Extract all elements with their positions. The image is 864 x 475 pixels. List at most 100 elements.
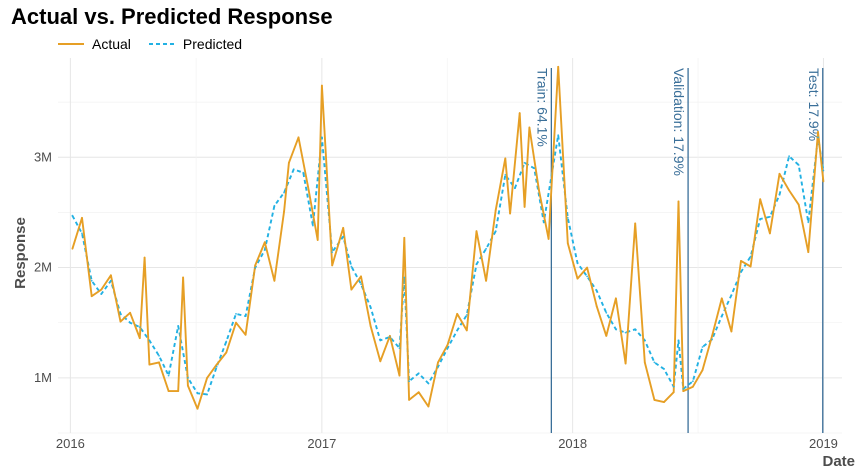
data-point-actual (566, 242, 569, 245)
data-point-predicted (456, 329, 459, 332)
data-point-actual (244, 333, 247, 336)
data-point-predicted (692, 380, 694, 383)
data-point-actual (427, 405, 430, 408)
data-point-predicted (177, 325, 180, 327)
data-point-actual (446, 343, 449, 346)
data-point-actual (797, 203, 800, 206)
data-point-actual (342, 227, 345, 229)
data-point-actual (523, 206, 526, 208)
series-line-predicted (71, 134, 825, 396)
data-point-predicted (465, 314, 468, 316)
data-point-actual (167, 390, 170, 392)
data-point-actual (225, 351, 228, 354)
data-point-predicted (624, 331, 627, 334)
data-point-predicted (595, 289, 598, 292)
data-point-predicted (119, 313, 122, 315)
data-point-predicted (235, 313, 237, 315)
data-point-actual (643, 361, 646, 364)
data-point-actual (557, 65, 560, 68)
data-point-predicted (437, 365, 439, 368)
data-point-actual (528, 126, 531, 129)
data-point-predicted (244, 315, 247, 317)
data-point-actual (90, 295, 93, 298)
data-point-actual (494, 209, 497, 212)
data-point-predicted (263, 249, 266, 251)
data-point-predicted (653, 361, 656, 364)
data-point-actual (485, 279, 487, 282)
data-point-predicted (634, 328, 637, 331)
data-point-actual (417, 391, 420, 394)
data-point-predicted (504, 174, 507, 176)
data-point-predicted (215, 365, 218, 368)
data-point-actual (138, 337, 141, 339)
legend-label-predicted: Predicted (182, 36, 243, 52)
data-point-predicted (788, 155, 790, 158)
data-point-predicted (254, 266, 257, 269)
data-point-actual (408, 399, 410, 401)
legend-item-predicted: Predicted (148, 36, 243, 52)
data-point-predicted (360, 283, 362, 285)
data-point-predicted (350, 265, 353, 268)
data-point-predicted (797, 164, 800, 166)
data-point-actual (749, 265, 752, 268)
data-point-predicted (403, 276, 406, 279)
data-point-predicted (542, 221, 545, 224)
data-point-predicted (206, 393, 209, 396)
split-label: Train: 64.1% (534, 68, 550, 147)
data-point-actual (437, 361, 439, 364)
data-point-actual (263, 241, 266, 244)
x-tick-label: 2019 (809, 436, 838, 451)
data-point-actual (177, 390, 180, 392)
data-point-predicted (187, 377, 189, 379)
data-point-predicted (110, 279, 112, 282)
data-point-predicted (759, 218, 762, 220)
data-point-actual (624, 362, 627, 365)
data-point-actual (235, 321, 237, 324)
data-point-actual (350, 288, 353, 291)
data-point-actual (283, 210, 285, 213)
data-point-actual (605, 335, 608, 337)
legend-swatch-actual (58, 43, 84, 45)
data-point-actual (273, 279, 276, 282)
data-point-actual (379, 360, 382, 363)
data-point-predicted (778, 193, 781, 196)
data-point-actual (206, 377, 209, 379)
data-point-predicted (331, 251, 334, 254)
data-point-predicted (514, 187, 516, 190)
data-point-predicted (100, 293, 103, 295)
data-point-predicted (533, 167, 536, 170)
x-tick-label: 2018 (558, 436, 587, 451)
data-point-predicted (817, 136, 819, 139)
legend: Actual Predicted (58, 36, 242, 52)
data-point-predicted (523, 161, 526, 164)
data-point-actual (297, 136, 300, 139)
data-points (71, 65, 825, 410)
data-point-actual (807, 251, 810, 254)
data-point-predicted (196, 392, 199, 395)
data-point-predicted (148, 339, 151, 342)
data-point-actual (778, 172, 781, 175)
data-point-actual (288, 161, 290, 164)
data-point-actual (307, 186, 309, 188)
data-point-actual (148, 363, 151, 366)
data-point-predicted (379, 339, 382, 342)
data-point-predicted (283, 191, 285, 194)
data-point-actual (403, 236, 406, 239)
data-point-actual (518, 112, 521, 114)
series-lines (71, 65, 825, 410)
data-point-predicted (576, 262, 579, 264)
data-point-actual (769, 232, 771, 235)
data-point-actual (586, 266, 588, 269)
data-point-predicted (81, 232, 83, 235)
data-point-predicted (71, 214, 74, 217)
data-point-actual (182, 276, 185, 279)
data-point-actual (701, 369, 704, 371)
data-point-actual (360, 275, 362, 278)
data-point-predicted (138, 326, 141, 328)
data-point-actual (711, 335, 713, 337)
data-point-predicted (672, 385, 675, 388)
data-point-predicted (158, 354, 160, 357)
data-point-predicted (342, 235, 345, 238)
data-point-actual (158, 361, 160, 364)
legend-item-actual: Actual (58, 36, 131, 52)
